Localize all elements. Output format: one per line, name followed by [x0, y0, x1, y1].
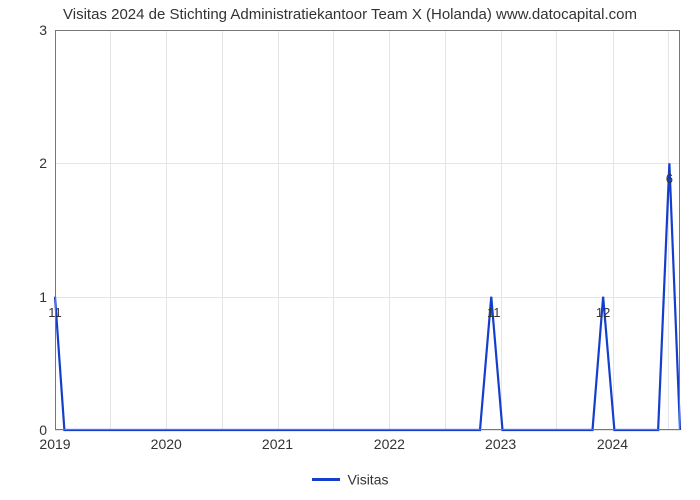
x-tick-label: 2024	[597, 436, 628, 452]
chart-container: { "title": "Visitas 2024 de Stichting Ad…	[0, 0, 700, 500]
data-point-label: 6	[666, 171, 673, 186]
legend: Visitas	[0, 470, 700, 487]
x-tick-label: 2021	[262, 436, 293, 452]
x-tick-label: 2019	[39, 436, 70, 452]
y-tick-label: 2	[39, 155, 47, 171]
data-point-label: 12	[596, 305, 610, 320]
x-tick-label: 2022	[374, 436, 405, 452]
legend-label: Visitas	[348, 471, 389, 487]
legend-swatch	[312, 478, 340, 481]
series-polyline	[55, 163, 680, 430]
y-tick-label: 3	[39, 22, 47, 38]
plot-area: 0123 201920202021202220232024 1111126	[55, 30, 680, 430]
line-series	[55, 30, 680, 430]
y-tick-label: 1	[39, 289, 47, 305]
data-point-label: 11	[48, 305, 62, 320]
chart-title: Visitas 2024 de Stichting Administratiek…	[0, 6, 700, 23]
x-tick-label: 2023	[485, 436, 516, 452]
data-point-label: 11	[487, 305, 501, 320]
x-tick-label: 2020	[151, 436, 182, 452]
